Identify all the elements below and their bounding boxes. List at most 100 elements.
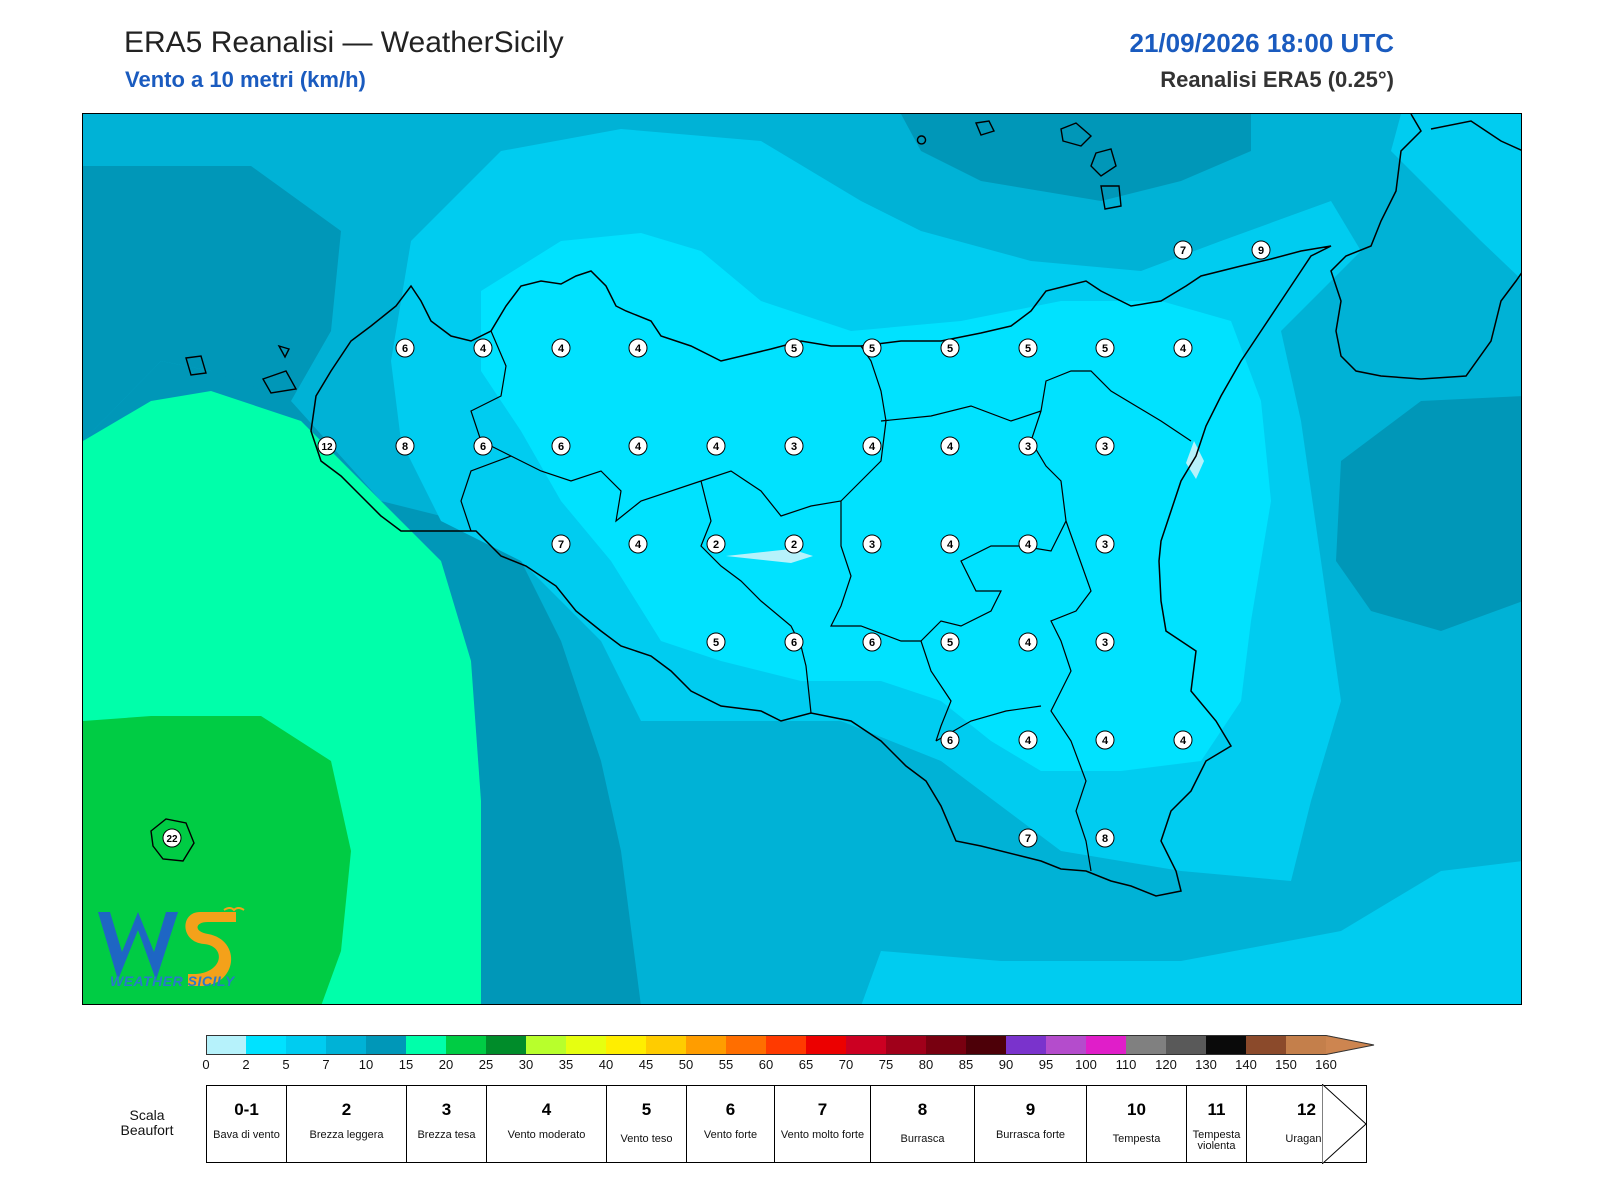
station-marker[interactable] <box>862 534 882 554</box>
beaufort-description: Burrasca forte <box>995 1129 1066 1141</box>
station-marker[interactable] <box>473 338 493 358</box>
wind-band-10-15-east <box>1336 396 1521 631</box>
beaufort-class: 11 Tempesta violenta <box>1186 1085 1247 1163</box>
colorbar-tick-label: 120 <box>1155 1057 1177 1072</box>
station-marker[interactable] <box>862 338 882 358</box>
beaufort-number: 11 <box>1207 1100 1226 1119</box>
beaufort-class: 2 Brezza leggera <box>286 1085 407 1163</box>
station-value: 2 <box>791 539 797 551</box>
colorbar-segment <box>486 1035 527 1055</box>
beaufort-class: 5 Vento teso <box>606 1085 687 1163</box>
colorbar-segment <box>846 1035 887 1055</box>
station-marker[interactable] <box>1095 632 1115 652</box>
ws-logo-icon <box>98 907 245 986</box>
colorbar-segment <box>286 1035 327 1055</box>
station-marker[interactable] <box>1095 436 1115 456</box>
beaufort-description: Vento forte <box>703 1129 758 1141</box>
colorbar-segment <box>1006 1035 1047 1055</box>
station-marker[interactable] <box>784 534 804 554</box>
station-marker[interactable] <box>1095 534 1115 554</box>
station-marker[interactable] <box>940 730 960 750</box>
station-marker[interactable] <box>706 436 726 456</box>
colorbar-tick-label: 50 <box>678 1057 694 1072</box>
colorbar-segment <box>526 1035 567 1055</box>
station-marker[interactable] <box>1018 828 1038 848</box>
colorbar-tick-label: 7 <box>322 1057 330 1072</box>
station-marker[interactable] <box>162 828 182 848</box>
station-marker[interactable] <box>551 534 571 554</box>
station-marker[interactable] <box>628 534 648 554</box>
station-value: 4 <box>1025 637 1032 649</box>
station-marker[interactable] <box>706 632 726 652</box>
beaufort-description: Vento molto forte <box>780 1129 865 1141</box>
wind-band-10-15-west <box>83 166 341 441</box>
station-marker[interactable] <box>473 436 493 456</box>
colorbar-segment <box>246 1035 287 1055</box>
station-marker[interactable] <box>551 436 571 456</box>
station-marker[interactable] <box>1095 338 1115 358</box>
station-value: 5 <box>791 343 797 355</box>
colorbar-tick-label: 160 <box>1315 1057 1337 1072</box>
colorbar-tick-label: 35 <box>558 1057 574 1072</box>
station-value: 5 <box>947 343 953 355</box>
colorbar <box>206 1035 1375 1055</box>
station-marker[interactable] <box>940 632 960 652</box>
beaufort-class: 6 Vento forte <box>686 1085 775 1163</box>
station-marker[interactable] <box>940 338 960 358</box>
station-values: 7 96 4 4 4 5 5 5 5 5 412 8 6 6 4 4 3 4 4 3 37 4 2 2 3 4 4 35 6 6 5 4 36 4… <box>162 240 1271 848</box>
station-value: 5 <box>1102 343 1108 355</box>
station-marker[interactable] <box>1251 240 1271 260</box>
colorbar-segment <box>726 1035 767 1055</box>
colorbar-segment <box>446 1035 487 1055</box>
colorbar-tick-label: 0 <box>202 1057 210 1072</box>
station-marker[interactable] <box>862 436 882 456</box>
station-marker[interactable] <box>628 338 648 358</box>
colorbar-segment <box>606 1035 647 1055</box>
colorbar-tick-label: 20 <box>438 1057 454 1072</box>
wind-map[interactable]: 7 9 6 4 4 4 5 5 5 5 5 4 12 8 6 6 4 4 3 4 4 3 3 7 4 2 2 3 4 4 3 5 6 6 5 4 3 6 4… <box>82 113 1522 1005</box>
station-marker[interactable] <box>1018 730 1038 750</box>
station-marker[interactable] <box>1018 338 1038 358</box>
colorbar-segment <box>326 1035 367 1055</box>
station-marker[interactable] <box>1173 240 1193 260</box>
station-marker[interactable] <box>1018 632 1038 652</box>
station-marker[interactable] <box>1018 436 1038 456</box>
beaufort-description: Tempesta violenta <box>1192 1129 1241 1152</box>
station-marker[interactable] <box>395 436 415 456</box>
station-marker[interactable] <box>784 436 804 456</box>
station-value: 4 <box>947 539 954 551</box>
station-marker[interactable] <box>1173 338 1193 358</box>
station-value: 6 <box>402 343 408 355</box>
sicily-coastline <box>310 245 1332 897</box>
station-value: 22 <box>166 834 178 845</box>
colorbar-tick-label: 70 <box>838 1057 854 1072</box>
colorbar-segment <box>1206 1035 1247 1055</box>
station-marker[interactable] <box>1018 534 1038 554</box>
station-marker[interactable] <box>940 436 960 456</box>
station-marker[interactable] <box>317 436 337 456</box>
map-subtitle: Vento a 10 metri (km/h) <box>125 67 366 92</box>
station-marker[interactable] <box>395 338 415 358</box>
station-marker[interactable] <box>1095 730 1115 750</box>
station-marker[interactable] <box>1095 828 1115 848</box>
station-value: 4 <box>869 441 876 453</box>
station-marker[interactable] <box>784 632 804 652</box>
colorbar-tick-label: 140 <box>1235 1057 1257 1072</box>
station-marker[interactable] <box>1173 730 1193 750</box>
colorbar-segment <box>1246 1035 1287 1055</box>
station-value: 6 <box>947 735 953 747</box>
wind-band-0-2-etna <box>1186 441 1204 479</box>
station-marker[interactable] <box>551 338 571 358</box>
colorbar-segment <box>1166 1035 1207 1055</box>
beaufort-class: 3 Brezza tesa <box>406 1085 487 1163</box>
station-marker[interactable] <box>940 534 960 554</box>
station-marker[interactable] <box>628 436 648 456</box>
station-marker[interactable] <box>784 338 804 358</box>
wind-field-svg: 7 96 4 4 4 5 5 5 5 5 412 8 6 6 4 4 3 4 4 3 37 4 2 2 3 4 4 35 6 6 5 4 36 4… <box>83 114 1521 1004</box>
colorbar-tick-label: 85 <box>958 1057 974 1072</box>
station-marker[interactable] <box>862 632 882 652</box>
station-marker[interactable] <box>706 534 726 554</box>
beaufort-number: 3 <box>441 1100 452 1119</box>
station-value: 3 <box>869 539 875 551</box>
station-value: 9 <box>1258 245 1264 257</box>
